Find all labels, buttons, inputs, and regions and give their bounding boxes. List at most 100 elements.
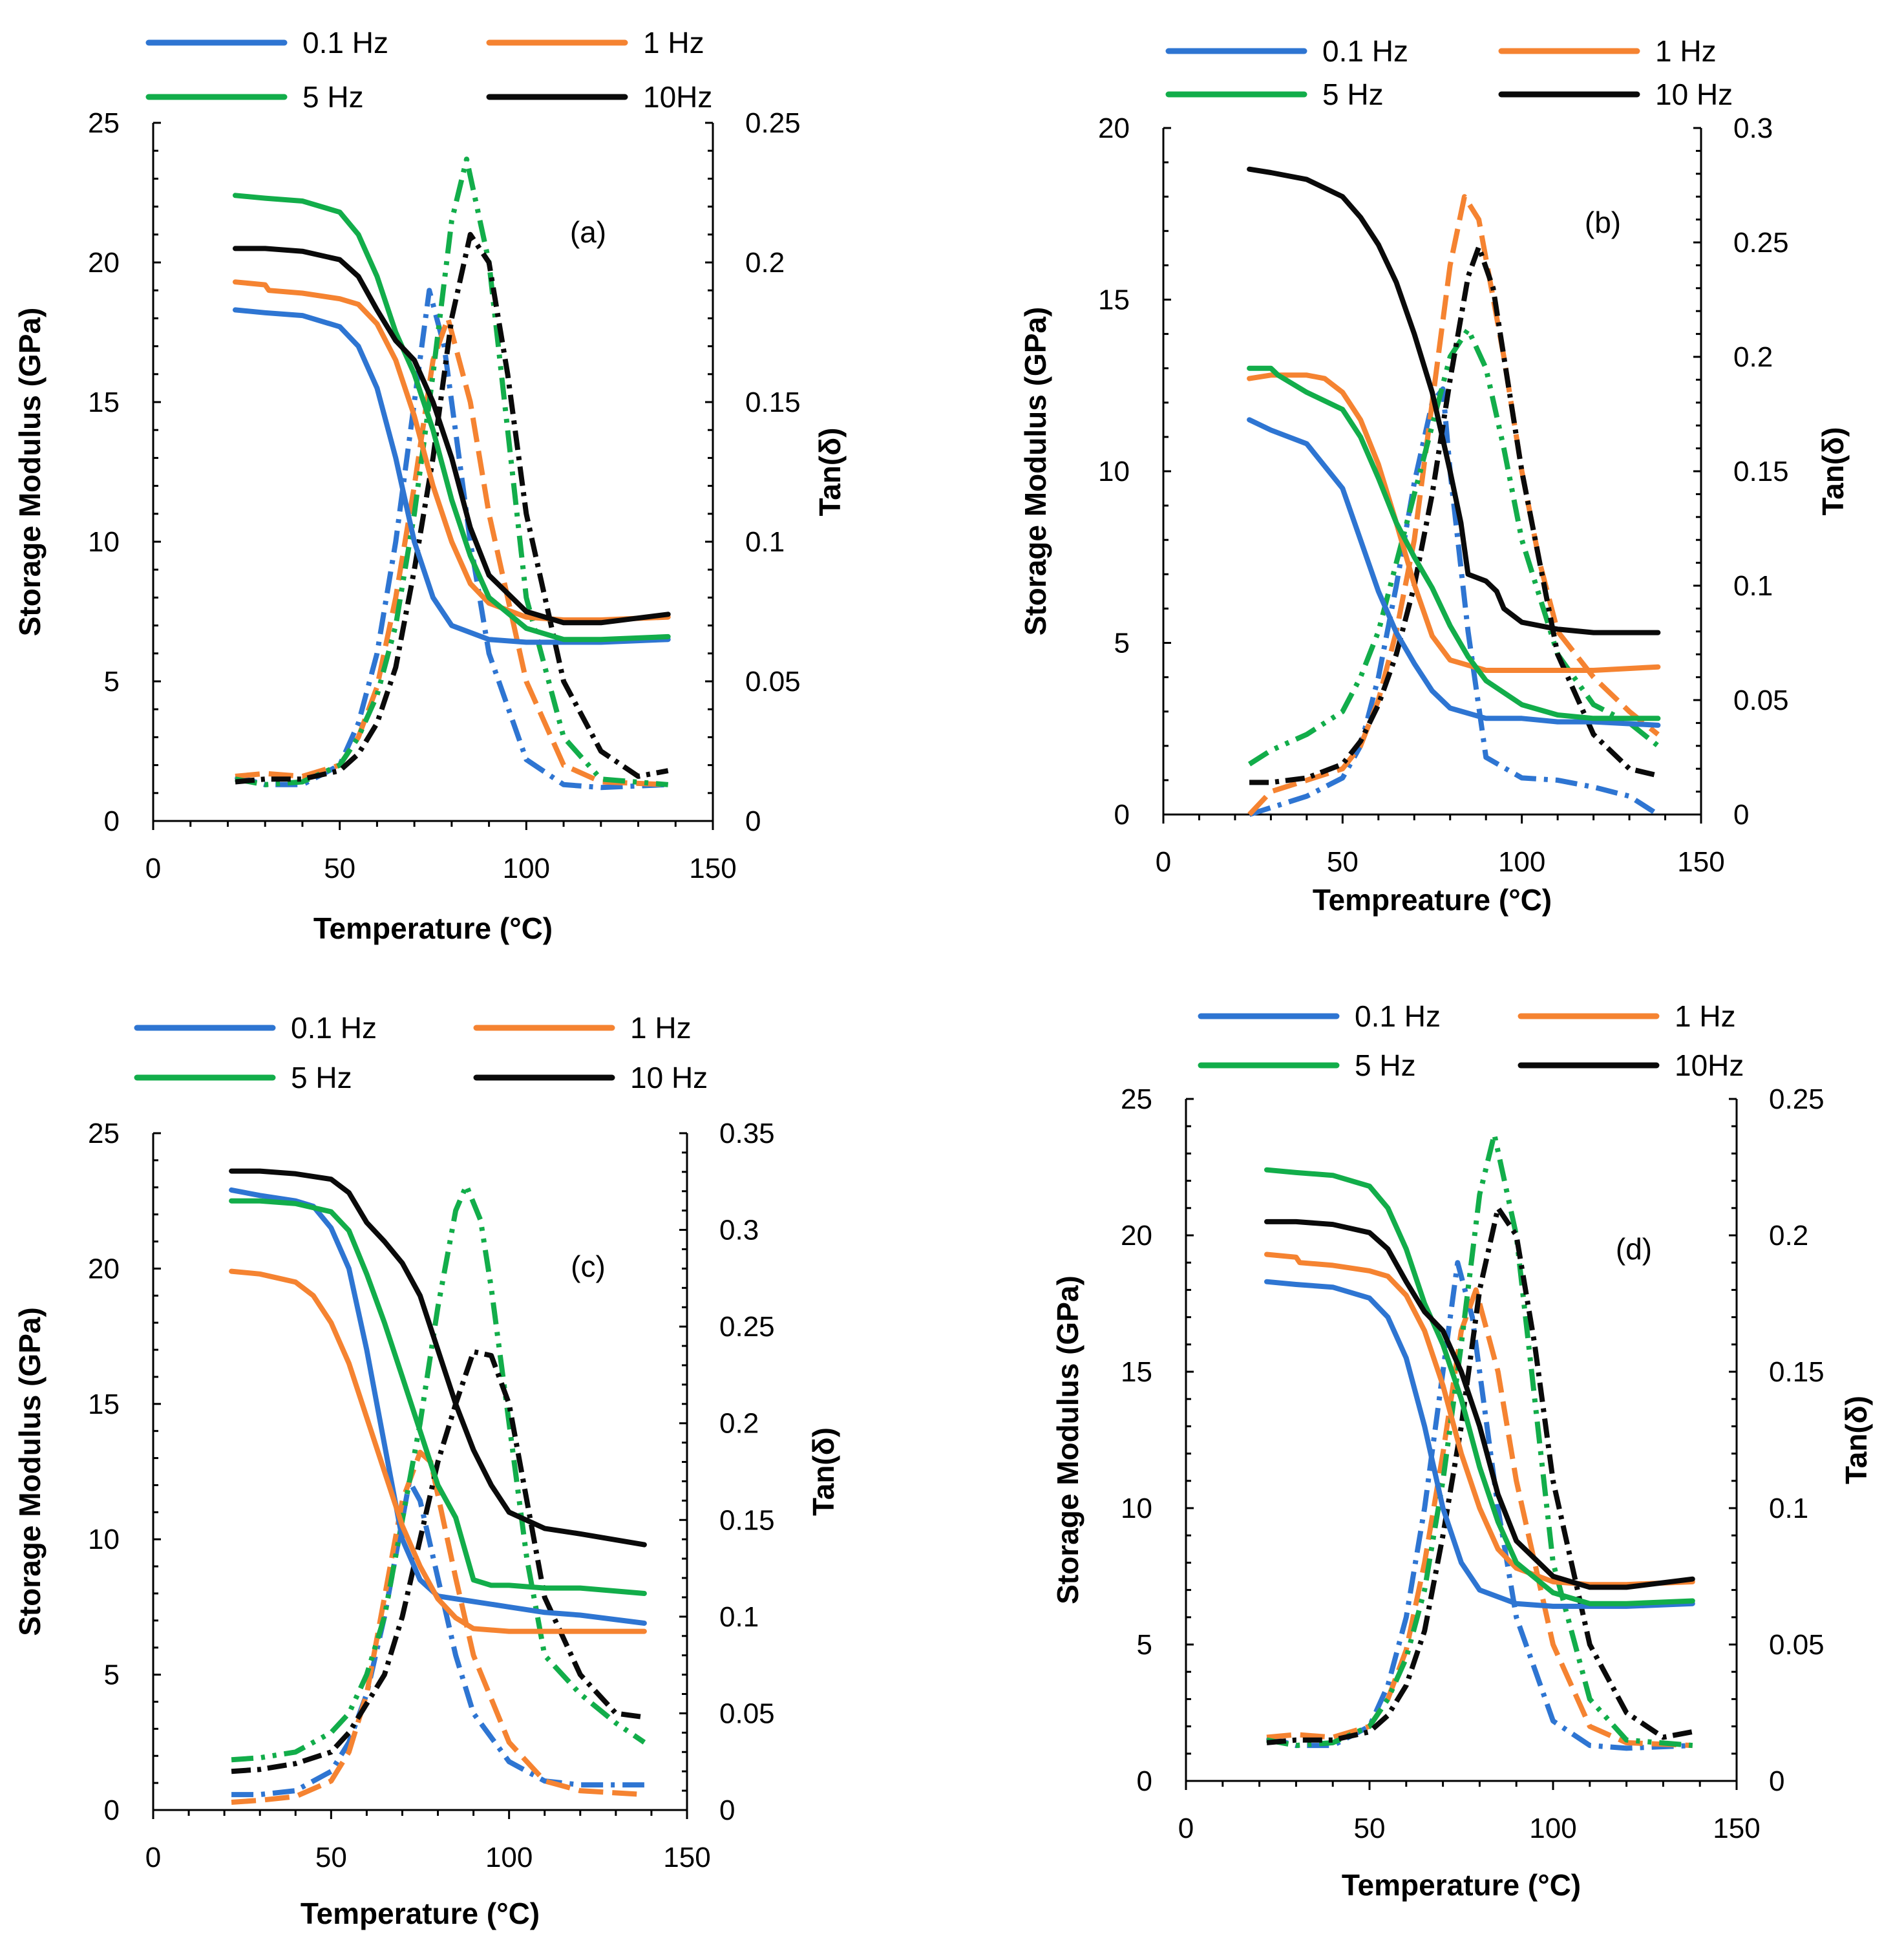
y-tick-label: 20 [88, 247, 120, 279]
x-tick-label: 0 [145, 853, 161, 884]
y2-tick-label: 0.35 [719, 1118, 775, 1149]
legend-label: 1 Hz [1675, 999, 1736, 1033]
legend-label: 1 Hz [630, 1011, 692, 1045]
tan-delta-series-f10 [235, 231, 669, 785]
y2-tick-label: 0.05 [719, 1698, 775, 1729]
y2-tick-label: 0.1 [745, 526, 785, 558]
y-axis-title: Storage Modulus (GPa) [1019, 307, 1052, 636]
storage-modulus-series-f10 [233, 246, 671, 626]
y-tick-label: 25 [88, 1118, 120, 1149]
y2-axis-title: Tan(δ) [813, 428, 847, 517]
y-tick-label: 20 [88, 1253, 120, 1284]
storage-modulus-series-f5 [233, 193, 671, 643]
y2-tick-label: 0.1 [1769, 1493, 1808, 1524]
x-tick-label: 100 [503, 853, 550, 884]
y-tick-label: 5 [104, 666, 120, 698]
x-tick-label: 100 [1529, 1813, 1576, 1844]
x-tick-label: 0 [1156, 846, 1171, 878]
legend-label: 10 Hz [1655, 78, 1733, 111]
storage-modulus-series-f1 [229, 1268, 647, 1634]
y2-axis-title: Tan(δ) [1816, 427, 1850, 516]
y2-tick-label: 0.3 [719, 1215, 759, 1246]
x-tick-label: 50 [1327, 846, 1359, 878]
chart-panel-c: 0 50 100 150 0 5 10 15 20 25 0 0.05 0.1 0.15 0.2 0.25 0.… [13, 1011, 840, 1930]
storage-modulus-series-f01 [233, 307, 671, 645]
y2-tick-label: 0 [745, 805, 761, 837]
x-tick-label: 50 [324, 853, 355, 884]
x-axis-title: Temperature (°C) [301, 1897, 540, 1930]
y-tick-label: 25 [1121, 1083, 1152, 1115]
y2-tick-label: 0.2 [745, 247, 785, 279]
y-tick-label: 0 [1114, 799, 1130, 831]
chart-panel-b: 0 50 100 150 0 5 10 15 20 0 0.05 0.1 0.15 0.2 0.25 0.3 T… [1019, 34, 1850, 917]
y2-tick-label: 0.05 [745, 666, 801, 698]
tan-delta-series-f1 [1266, 1287, 1693, 1749]
y-tick-label: 15 [1098, 284, 1130, 316]
panel-label: (c) [571, 1250, 606, 1283]
y2-tick-label: 0.05 [1733, 685, 1789, 716]
legend-label: 0.1 Hz [1355, 999, 1441, 1033]
y2-tick-label: 0.15 [745, 387, 801, 418]
x-tick-label: 50 [1354, 1813, 1386, 1844]
chart-panel-a: 0 50 100 150 0 5 10 15 20 25 0 0.05 0.1 0.15 0.2 0.25 Te… [13, 26, 847, 945]
legend: 0.1 Hz 1 Hz 5 Hz 10 Hz [1165, 34, 1733, 111]
y-tick-label: 5 [1114, 628, 1130, 659]
y2-tick-label: 0.15 [1733, 456, 1789, 487]
y-axis-title: Storage Modulus (GPa) [13, 308, 47, 637]
panel-label: (b) [1585, 206, 1621, 239]
y-tick-label: 5 [104, 1659, 120, 1691]
tan-delta-series-f10 [1266, 1205, 1693, 1745]
y2-tick-label: 0.25 [719, 1311, 775, 1343]
legend-label: 10Hz [1675, 1049, 1744, 1082]
y2-tick-label: 0.15 [1769, 1356, 1825, 1388]
x-tick-label: 150 [1677, 846, 1724, 878]
panel-label: (a) [570, 215, 606, 249]
tan-delta-series-f1 [231, 1449, 645, 1805]
y2-tick-label: 0 [1769, 1765, 1784, 1797]
tan-delta-series-f10 [231, 1349, 645, 1774]
tan-delta-series-f1 [235, 315, 668, 787]
y-axis-title: Storage Modulus (GPa) [1051, 1275, 1084, 1604]
legend-label: 5 Hz [302, 80, 364, 114]
storage-modulus-series-f01 [1264, 1279, 1695, 1609]
tan-delta-series-f5 [231, 1182, 646, 1763]
x-axis-title: Tempreature (°C) [1313, 883, 1552, 917]
y2-tick-label: 0.1 [1733, 570, 1773, 602]
legend-label: 0.1 Hz [291, 1011, 377, 1045]
y-tick-label: 10 [88, 1524, 120, 1555]
y-axis-title: Storage Modulus (GPa) [13, 1307, 47, 1636]
y2-tick-label: 0.25 [1769, 1083, 1825, 1115]
legend-label: 5 Hz [291, 1061, 352, 1094]
storage-modulus-series-f1 [1264, 1251, 1695, 1588]
legend-label: 1 Hz [1655, 34, 1717, 68]
legend-label: 5 Hz [1355, 1049, 1416, 1082]
x-tick-label: 150 [689, 853, 736, 884]
y-tick-label: 10 [88, 526, 120, 558]
x-axis-title: Temperature (°C) [313, 911, 553, 945]
x-tick-label: 150 [663, 1842, 710, 1873]
chart-panel-d: 0 50 100 150 0 5 10 15 20 25 0 0.05 0.1 0.15 0.2 0.25 Te… [1051, 999, 1873, 1902]
y-tick-label: 25 [88, 107, 120, 139]
storage-modulus-series-f5 [1264, 1167, 1695, 1606]
y-tick-label: 20 [1098, 112, 1130, 144]
y2-tick-label: 0 [1733, 799, 1749, 831]
tan-delta-series-f01 [231, 1478, 644, 1798]
y2-tick-label: 0.25 [745, 107, 801, 139]
y-tick-label: 15 [88, 387, 120, 418]
y2-tick-label: 0.05 [1769, 1629, 1825, 1661]
storage-modulus-series-f10 [1264, 1219, 1695, 1590]
y2-tick-label: 0.2 [719, 1408, 759, 1440]
y2-tick-label: 0.25 [1733, 227, 1789, 259]
y2-tick-label: 0 [719, 1795, 735, 1826]
legend-label: 10 Hz [630, 1061, 708, 1094]
legend-label: 0.1 Hz [1322, 34, 1408, 68]
x-tick-label: 100 [1498, 846, 1545, 878]
legend: 0.1 Hz 1 Hz 5 Hz 10Hz [1198, 999, 1744, 1082]
y2-tick-label: 0.15 [719, 1504, 775, 1536]
y2-axis-title: Tan(δ) [1839, 1396, 1873, 1484]
x-tick-label: 0 [145, 1842, 161, 1873]
y-tick-label: 0 [104, 1795, 120, 1826]
storage-modulus-series-f5 [229, 1198, 647, 1596]
tan-delta-series-f10 [1249, 244, 1659, 785]
